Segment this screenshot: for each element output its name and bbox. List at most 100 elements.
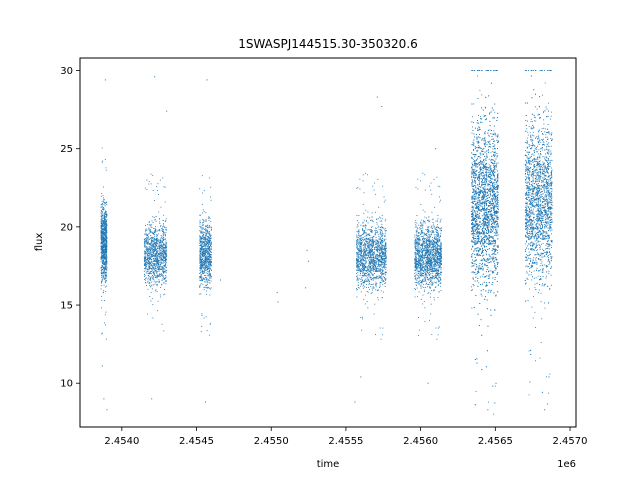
data-point: [419, 261, 421, 263]
data-point: [209, 255, 210, 257]
data-point: [436, 232, 438, 233]
data-point: [161, 275, 163, 276]
data-point: [379, 267, 381, 269]
data-point: [208, 217, 210, 218]
data-point: [430, 303, 432, 305]
data-point: [102, 251, 104, 253]
data-point: [101, 248, 103, 250]
data-point: [100, 267, 102, 269]
data-point: [210, 196, 212, 198]
data-point: [154, 249, 156, 251]
data-point: [358, 266, 360, 268]
data-point: [144, 260, 145, 262]
data-point: [420, 263, 422, 265]
data-point: [102, 247, 103, 249]
data-point: [434, 228, 436, 229]
data-point: [148, 277, 150, 279]
data-point: [373, 257, 375, 259]
data-point: [102, 226, 104, 228]
data-point: [104, 233, 106, 235]
data-point: [204, 259, 206, 260]
data-point: [361, 265, 363, 266]
data-point: [378, 265, 380, 267]
data-point: [153, 250, 155, 252]
data-point: [363, 268, 365, 269]
data-point: [162, 272, 164, 274]
data-point: [155, 267, 156, 269]
data-point: [358, 229, 360, 231]
data-point: [361, 259, 362, 261]
data-point: [357, 254, 359, 256]
data-point: [154, 281, 156, 283]
data-point: [104, 300, 105, 302]
data-point: [201, 254, 203, 256]
data-point: [201, 224, 203, 226]
data-point: [361, 316, 363, 318]
data-point: [362, 264, 364, 265]
data-point: [165, 266, 167, 268]
data-point: [166, 270, 168, 272]
data-point: [418, 250, 420, 251]
data-point: [164, 238, 166, 240]
data-point: [202, 262, 204, 264]
data-point: [360, 224, 362, 226]
data-point: [421, 260, 423, 262]
data-point: [439, 253, 441, 255]
data-point: [200, 236, 202, 238]
data-point: [365, 270, 367, 272]
data-point: [422, 253, 424, 255]
data-point: [359, 254, 361, 255]
data-point: [432, 253, 434, 255]
data-point: [208, 259, 210, 261]
data-point: [208, 279, 210, 281]
data-point: [415, 268, 417, 270]
data-point: [204, 244, 206, 246]
data-point: [146, 236, 148, 238]
data-point: [383, 253, 385, 255]
data-point: [149, 266, 151, 268]
data-point: [364, 243, 366, 245]
data-point: [156, 186, 157, 188]
data-point: [371, 239, 373, 241]
data-point: [380, 227, 382, 229]
data-point: [165, 277, 166, 279]
data-point: [150, 285, 152, 287]
data-point: [385, 245, 387, 247]
data-point: [368, 238, 370, 240]
data-point: [382, 259, 383, 261]
data-point: [105, 203, 107, 205]
data-point: [206, 282, 208, 284]
data-point: [208, 243, 210, 245]
data-point: [202, 255, 204, 257]
data-point: [361, 254, 363, 256]
data-point: [374, 334, 376, 335]
data-point: [433, 265, 435, 267]
data-point: [161, 262, 163, 264]
data-point: [106, 245, 108, 246]
data-point: [105, 213, 107, 215]
data-point: [202, 235, 203, 237]
data-point: [357, 272, 359, 274]
data-point: [385, 274, 387, 276]
data-point: [155, 289, 157, 291]
data-point: [208, 248, 210, 250]
data-point: [429, 279, 431, 281]
data-point: [199, 214, 201, 216]
data-point: [146, 250, 148, 252]
data-point: [360, 244, 361, 246]
data-point: [207, 250, 208, 252]
data-point: [375, 243, 376, 245]
data-point: [375, 269, 377, 271]
data-point: [384, 246, 386, 247]
data-point: [144, 263, 146, 265]
data-point: [103, 250, 105, 252]
data-point: [145, 271, 147, 273]
data-point: [374, 193, 376, 195]
data-point: [150, 251, 152, 253]
data-point: [151, 237, 153, 238]
data-point: [357, 230, 359, 232]
data-point: [153, 237, 155, 239]
data-point: [210, 246, 212, 248]
data-point: [436, 260, 438, 262]
data-point: [368, 268, 370, 270]
